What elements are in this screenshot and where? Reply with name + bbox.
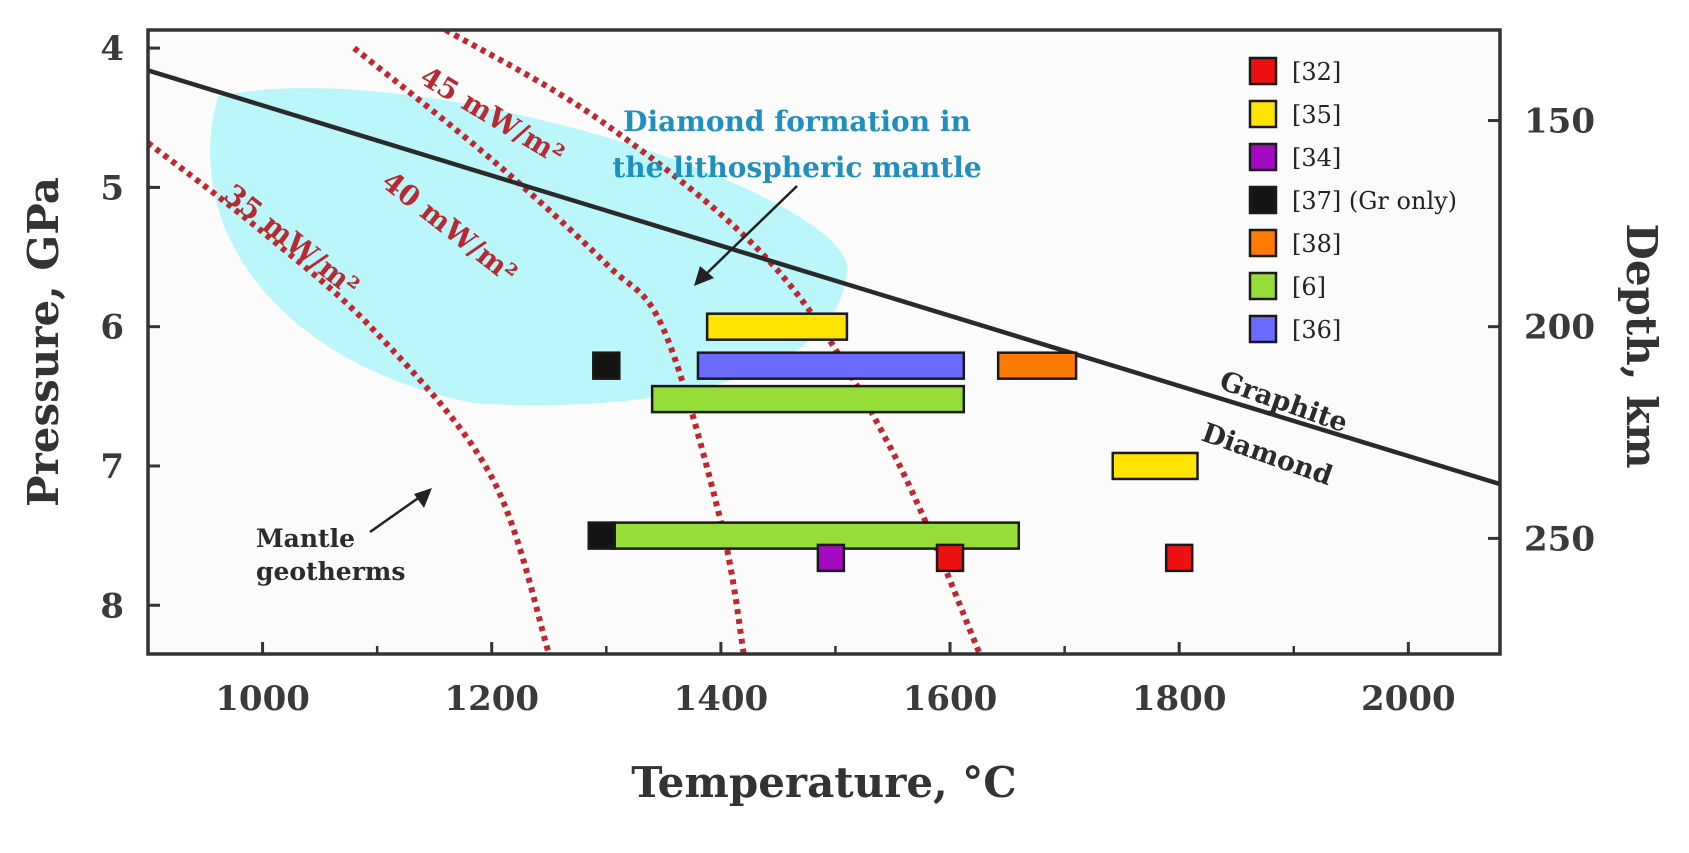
x-tick-label-0: 1000 [215, 679, 310, 719]
y2-tick-label-2: 250 [1524, 519, 1595, 559]
y2-tick-label-1: 200 [1524, 308, 1595, 348]
legend-label-5: [6] [1292, 273, 1326, 301]
legend-label-2: [34] [1292, 144, 1341, 172]
diamond-formation-region [210, 88, 848, 406]
graphite-diamond-boundary-line [148, 68, 1500, 487]
geotherm-curve-0 [148, 140, 552, 654]
legend-swatch-0 [1248, 56, 1278, 86]
point-marker-3 [935, 543, 965, 573]
legend-swatch-4 [1248, 228, 1278, 258]
point-marker-2 [816, 543, 846, 573]
y-tick-label-3: 7 [100, 447, 124, 487]
legend-label-6: [36] [1292, 316, 1341, 344]
range-bar-2 [996, 351, 1078, 380]
y-tick-label-1: 5 [100, 168, 124, 208]
range-bar-4 [1111, 451, 1199, 481]
plot-frame [146, 28, 1502, 656]
region-pointer-arrow [701, 185, 798, 279]
y-tick-label-0: 4 [100, 29, 124, 69]
x-tick-label-3: 1600 [903, 679, 998, 719]
legend: [32] [35] [34] [37] (Gr only) [38] [6] [36] [1248, 56, 1457, 344]
y2-tick-label-0: 150 [1524, 102, 1595, 142]
range-bar-1 [696, 351, 966, 380]
geotherm-note-line1: Mantle [256, 524, 355, 553]
range-bar-3 [650, 384, 966, 414]
legend-swatch-3 [1248, 185, 1278, 215]
axes: 1000 1200 1400 1600 1800 2000 4 5 6 7 8 150 200 250 [100, 29, 1595, 719]
point-marker-0 [592, 351, 621, 380]
data-marks [587, 312, 1199, 573]
geotherm-note-arrow [369, 492, 425, 534]
x-tick-label-4: 1800 [1132, 679, 1227, 719]
x-tick-label-1: 1200 [444, 679, 539, 719]
legend-label-1: [35] [1292, 101, 1341, 129]
legend-label-0: [32] [1292, 58, 1341, 86]
region-pointer-arrowhead [694, 266, 714, 286]
legend-swatch-2 [1248, 142, 1278, 172]
legend-swatch-5 [1248, 271, 1278, 301]
point-marker-4 [1164, 543, 1194, 573]
geotherm-note-line2: geotherms [256, 557, 405, 586]
region-label-line2: the lithospheric mantle [612, 151, 981, 184]
legend-label-4: [38] [1292, 230, 1341, 258]
x-tick-label-2: 1400 [674, 679, 769, 719]
geotherm-curve-2 [444, 30, 983, 654]
x-tick-label-5: 2000 [1361, 679, 1456, 719]
range-bar-0 [705, 312, 849, 341]
region-label-line1: Diamond formation in [623, 105, 971, 138]
legend-swatch-6 [1248, 314, 1278, 344]
y2-axis-title: Depth, km [1617, 223, 1666, 468]
legend-swatch-1 [1248, 99, 1278, 129]
x-axis-title: Temperature, °C [631, 758, 1017, 807]
legend-label-3: [37] (Gr only) [1292, 187, 1457, 215]
y-tick-label-2: 6 [100, 308, 124, 348]
y-tick-label-4: 8 [100, 586, 124, 626]
point-marker-1 [587, 521, 616, 550]
geotherm-note-arrowhead [414, 488, 432, 508]
y-axis-title: Pressure, GPa [19, 177, 68, 507]
